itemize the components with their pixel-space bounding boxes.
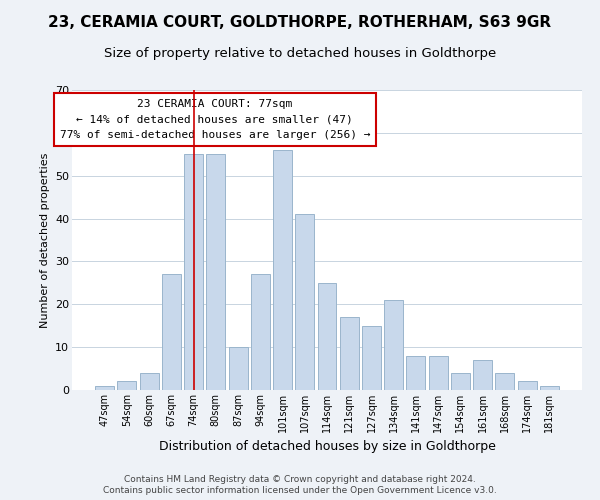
Text: 23 CERAMIA COURT: 77sqm
← 14% of detached houses are smaller (47)
77% of semi-de: 23 CERAMIA COURT: 77sqm ← 14% of detache… — [59, 99, 370, 140]
Bar — [429, 356, 448, 390]
Text: 23, CERAMIA COURT, GOLDTHORPE, ROTHERHAM, S63 9GR: 23, CERAMIA COURT, GOLDTHORPE, ROTHERHAM… — [49, 15, 551, 30]
Bar — [518, 382, 536, 390]
Text: Size of property relative to detached houses in Goldthorpe: Size of property relative to detached ho… — [104, 48, 496, 60]
X-axis label: Distribution of detached houses by size in Goldthorpe: Distribution of detached houses by size … — [158, 440, 496, 454]
Bar — [162, 274, 181, 390]
Bar — [362, 326, 381, 390]
Bar — [118, 382, 136, 390]
Bar — [184, 154, 203, 390]
Text: Contains public sector information licensed under the Open Government Licence v3: Contains public sector information licen… — [103, 486, 497, 495]
Bar — [95, 386, 114, 390]
Bar — [340, 317, 359, 390]
Bar — [406, 356, 425, 390]
Bar — [140, 373, 158, 390]
Bar — [496, 373, 514, 390]
Bar — [273, 150, 292, 390]
Text: Contains HM Land Registry data © Crown copyright and database right 2024.: Contains HM Land Registry data © Crown c… — [124, 475, 476, 484]
Y-axis label: Number of detached properties: Number of detached properties — [40, 152, 50, 328]
Bar — [540, 386, 559, 390]
Bar — [384, 300, 403, 390]
Bar — [451, 373, 470, 390]
Bar — [206, 154, 225, 390]
Bar — [317, 283, 337, 390]
Bar — [251, 274, 270, 390]
Bar — [229, 347, 248, 390]
Bar — [295, 214, 314, 390]
Bar — [473, 360, 492, 390]
